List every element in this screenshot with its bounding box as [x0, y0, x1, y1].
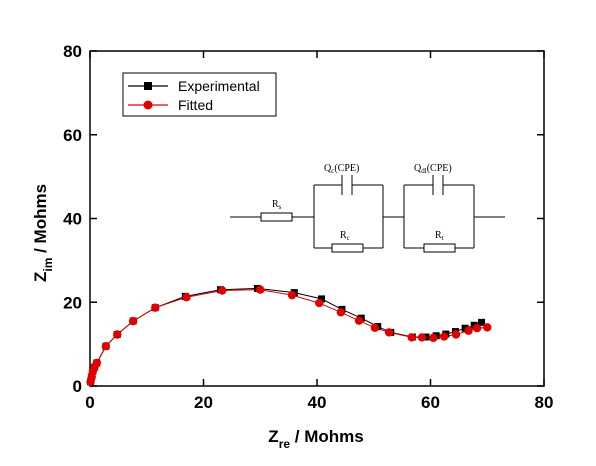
data-point-fitted: [370, 323, 380, 332]
x-tick-label: 0: [85, 393, 94, 412]
data-point-fitted: [101, 342, 111, 351]
resistor-rt: [423, 243, 456, 253]
data-point-fitted: [439, 332, 449, 341]
rs-label: Rs: [272, 199, 282, 211]
data-point-fitted: [483, 323, 492, 332]
data-point-fitted: [417, 333, 427, 342]
y-tick-label: 20: [63, 293, 82, 312]
rt-label: Rt: [435, 230, 444, 242]
equivalent-circuit: [230, 175, 505, 253]
legend-label-fitted: Fitted: [178, 97, 213, 113]
data-point-fitted: [354, 316, 364, 325]
data-point-fitted: [218, 286, 227, 295]
data-point-fitted: [256, 285, 265, 294]
x-tick-label: 80: [535, 393, 554, 412]
x-axis-label-unit: / Mohms: [290, 427, 364, 446]
legend-marker-experimental: [144, 82, 152, 90]
y-axis-label-sub: im: [41, 258, 55, 272]
data-point-fitted: [451, 330, 461, 339]
data-point-fitted: [336, 308, 346, 317]
y-axis-label: Zim / Mohms: [31, 184, 55, 282]
y-tick-label: 40: [63, 210, 82, 229]
qdl-label: Qdl(CPE): [414, 163, 452, 175]
data-point-fitted: [407, 333, 416, 342]
data-point-fitted: [128, 316, 138, 326]
y-tick-label: 60: [63, 126, 82, 145]
x-axis-label: Zre / Mohms: [268, 427, 363, 451]
y-tick-label: 80: [63, 42, 82, 61]
data-point-fitted: [182, 293, 191, 302]
data-point-fitted: [384, 328, 394, 337]
x-tick-label: 60: [421, 393, 440, 412]
data-point-fitted: [92, 358, 102, 368]
circuit-labels: Rs Qc(CPE) Rc Qdl(CPE) Rt: [272, 163, 452, 242]
data-point-experimental: [318, 295, 326, 303]
x-axis-label-sub: re: [279, 437, 291, 451]
legend: Experimental Fitted: [122, 72, 277, 117]
legend-label-experimental: Experimental: [178, 78, 260, 94]
legend-marker-fitted: [143, 100, 153, 110]
y-axis-label-main: Z: [31, 272, 50, 282]
resistor-rc: [331, 243, 364, 253]
x-axis-label-main: Z: [268, 427, 278, 446]
y-tick-label: 0: [73, 377, 82, 396]
data-point-fitted: [151, 303, 160, 312]
data-point-fitted: [287, 290, 297, 300]
plot-area: 0 20 40 60 80 0 20 40 60 80: [63, 42, 553, 412]
data-point-fitted: [113, 330, 122, 339]
x-tick-label: 40: [308, 393, 327, 412]
resistor-rs: [260, 212, 293, 222]
data-point-experimental: [461, 324, 469, 332]
data-point-fitted: [472, 324, 482, 333]
rc-label: Rc: [340, 230, 350, 242]
data-point-fitted: [464, 326, 473, 335]
data-point-experimental: [478, 318, 486, 326]
data-point-fitted: [315, 298, 324, 308]
x-tick-label: 20: [194, 393, 213, 412]
data-point-fitted: [429, 333, 438, 343]
qc-label: Qc(CPE): [324, 163, 359, 175]
y-axis-label-unit: / Mohms: [31, 184, 50, 258]
